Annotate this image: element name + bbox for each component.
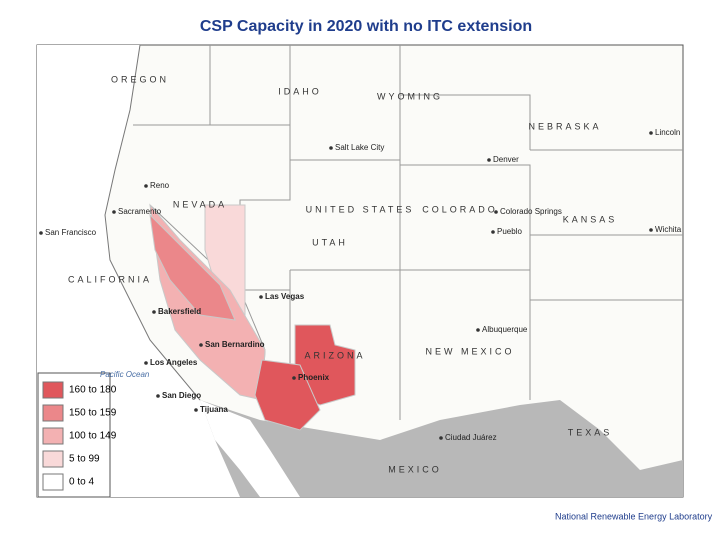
city-dot (199, 343, 203, 347)
region-label: TEXAS (568, 427, 613, 437)
legend-swatch (42, 450, 64, 468)
region-label: MEXICO (388, 464, 442, 474)
city-label: Albuquerque (482, 325, 528, 334)
city-dot (476, 328, 480, 332)
city-label: Lincoln (655, 128, 680, 137)
city-label: Colorado Springs (500, 207, 562, 216)
region-label: IDAHO (278, 86, 322, 96)
legend-label: 160 to 180 (69, 385, 117, 396)
region-label: NEW MEXICO (425, 346, 514, 356)
city-dot (649, 228, 653, 232)
city-dot (144, 184, 148, 188)
region-label: NEBRASKA (528, 121, 601, 131)
city-dot (649, 131, 653, 135)
title: CSP Capacity in 2020 with no ITC extensi… (200, 18, 532, 35)
region-label: UNITED STATES (306, 204, 415, 214)
city-label: Las Vegas (265, 292, 305, 301)
region-label: WYOMING (377, 91, 443, 101)
region-label: COLORADO (422, 204, 498, 214)
city-label: Reno (150, 181, 170, 190)
gulf-of-california (200, 400, 300, 497)
city-label: Tijuana (200, 405, 228, 414)
region-label: ARIZONA (304, 350, 365, 360)
city-dot (487, 158, 491, 162)
city-dot (156, 394, 160, 398)
city-dot (144, 361, 148, 365)
city-label: Pueblo (497, 227, 522, 236)
city-dot (152, 310, 156, 314)
legend-swatch (42, 427, 64, 445)
region-label: CALIFORNIA (68, 274, 152, 284)
city-label: San Diego (162, 391, 201, 400)
city-dot (329, 146, 333, 150)
footer: National Renewable Energy Laboratory (555, 511, 713, 521)
city-dot (39, 231, 43, 235)
city-dot (439, 436, 443, 440)
city-label: Denver (493, 155, 519, 164)
city-label: Los Angeles (150, 358, 198, 367)
city-dot (112, 210, 116, 214)
ocean-label: Pacific Ocean (100, 370, 150, 379)
city-label: Sacramento (118, 207, 162, 216)
state-borders (133, 45, 683, 420)
region-label: NEVADA (173, 199, 227, 209)
city-dot (194, 408, 198, 412)
city-label: Wichita (655, 225, 682, 234)
city-dot (494, 210, 498, 214)
city-label: Bakersfield (158, 307, 201, 316)
legend-swatch (42, 404, 64, 422)
legend-label: 0 to 4 (69, 477, 94, 488)
capacity-region (254, 359, 321, 431)
legend-swatch (42, 473, 64, 491)
city-label: Ciudad Juárez (445, 433, 497, 442)
city-dot (491, 230, 495, 234)
city-label: Salt Lake City (335, 143, 384, 152)
city-dot (259, 295, 263, 299)
legend-label: 5 to 99 (69, 454, 100, 465)
legend-label: 100 to 149 (69, 431, 117, 442)
city-label: San Francisco (45, 228, 97, 237)
region-label: OREGON (111, 74, 169, 84)
city-label: San Bernardino (205, 340, 265, 349)
city-label: Phoenix (298, 373, 330, 382)
city-dot (292, 376, 296, 380)
capacity-region (149, 213, 236, 321)
legend-swatch (42, 381, 64, 399)
legend-label: 150 to 159 (69, 408, 117, 419)
coastline (104, 44, 201, 401)
region-label: UTAH (312, 237, 348, 247)
region-label: KANSAS (563, 214, 618, 224)
